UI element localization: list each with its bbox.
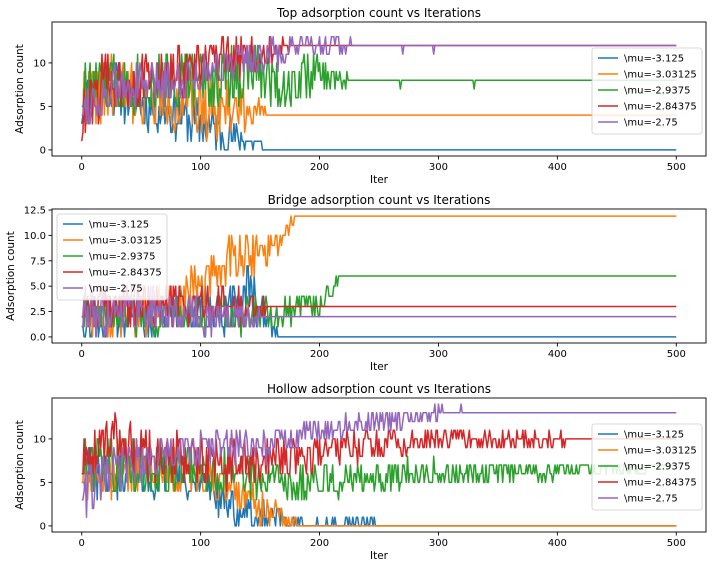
- axes-frame: [51, 21, 707, 157]
- x-tick-label: 500: [667, 538, 686, 549]
- legend-entry: \mu=-2.84375: [89, 268, 162, 279]
- series-line-3: [81, 275, 677, 338]
- legend: \mu=-3.125 \mu=-3.03125 \mu=-2.9375 \mu=-2.…: [56, 213, 168, 301]
- series-group: [81, 403, 677, 527]
- y-tick-label: 10: [33, 58, 46, 69]
- series-line-5: [81, 285, 677, 338]
- chart-panel-3: 0 100 200 300 400 500 0 5 10 Hollow adsorption co…: [14, 382, 707, 562]
- legend-entry: \mu=-3.03125: [624, 70, 697, 81]
- x-axis-label: Iter: [370, 361, 389, 373]
- chart-title: Bridge adsorption count vs Iterations: [268, 193, 491, 207]
- series-line-5: [81, 403, 677, 518]
- y-axis-label: Adsorption count: [14, 44, 26, 134]
- y-axis-label: Adsorption count: [5, 231, 17, 321]
- legend-entry: \mu=-3.125: [624, 430, 684, 441]
- series-line-2: [81, 53, 677, 142]
- chart-title: Top adsorption count vs Iterations: [276, 6, 481, 20]
- x-tick-label: 500: [667, 162, 686, 173]
- y-tick-label: 12.5: [24, 206, 46, 217]
- x-tick-label: 0: [79, 349, 85, 360]
- y-tick-label: 5: [40, 478, 46, 489]
- legend-entry: \mu=-2.75: [624, 118, 678, 129]
- legend: \mu=-3.125 \mu=-3.03125 \mu=-2.9375 \mu=-2.…: [591, 47, 703, 135]
- legend-entry: \mu=-2.84375: [624, 478, 697, 489]
- series-group: [80, 36, 677, 151]
- x-tick-label: 100: [191, 349, 210, 360]
- legend-entry: \mu=-3.03125: [89, 236, 162, 247]
- x-tick-label: 100: [191, 538, 210, 549]
- legend-entry: \mu=-2.9375: [624, 86, 690, 97]
- legend-entry: \mu=-2.75: [624, 494, 678, 505]
- y-axis-label: Adsorption count: [14, 420, 26, 510]
- series-line-4: [81, 285, 677, 328]
- series-group: [81, 215, 677, 338]
- x-tick-label: 300: [429, 349, 448, 360]
- x-tick-label: 0: [79, 538, 85, 549]
- y-tick-label: 0: [40, 145, 46, 156]
- legend-entry: \mu=-2.75: [89, 284, 143, 295]
- y-tick-label: 5: [40, 102, 46, 113]
- y-tick-label: 10.0: [24, 231, 46, 242]
- x-tick-label: 100: [191, 162, 210, 173]
- legend: \mu=-3.125 \mu=-3.03125 \mu=-2.9375 \mu=-2.…: [591, 423, 703, 511]
- legend-entry: \mu=-3.03125: [624, 446, 697, 457]
- x-tick-label: 300: [429, 538, 448, 549]
- x-axis-label: Iter: [370, 550, 389, 562]
- axes-frame: [51, 397, 707, 533]
- y-tick-label: 7.5: [30, 256, 46, 267]
- y-tick-label: 0.0: [30, 332, 46, 343]
- x-tick-label: 200: [310, 538, 329, 549]
- series-line-5: [81, 36, 677, 125]
- legend-box: [591, 423, 703, 511]
- y-tick-label: 0: [40, 521, 46, 532]
- legend-entry: \mu=-3.125: [624, 54, 684, 65]
- series-line-2: [81, 215, 677, 338]
- x-tick-label: 300: [429, 162, 448, 173]
- x-axis-label: Iter: [370, 174, 389, 186]
- legend-entry: \mu=-2.9375: [624, 462, 690, 473]
- legend-entry: \mu=-3.125: [89, 220, 149, 231]
- x-tick-label: 0: [79, 162, 85, 173]
- y-tick-label: 5.0: [30, 282, 46, 293]
- y-tick-label: 2.5: [30, 307, 46, 318]
- legend-entry: \mu=-2.84375: [624, 102, 697, 113]
- series-line-4: [81, 412, 677, 492]
- x-tick-label: 400: [548, 349, 567, 360]
- legend-box: [591, 47, 703, 135]
- series-line-1: [80, 62, 677, 151]
- x-tick-label: 200: [310, 349, 329, 360]
- x-tick-label: 400: [548, 538, 567, 549]
- chart-panel-2: 0 100 200 300 400 500 0.0 2.5 5.0 7.5 10.0 12.5 Brid…: [5, 193, 707, 373]
- x-tick-label: 500: [667, 349, 686, 360]
- y-tick-label: 10: [33, 434, 46, 445]
- chart-panel-1: 0 100 200 300 400 500 0 5 10 Top adsorption count…: [14, 6, 707, 186]
- axes-frame: [51, 208, 707, 344]
- x-tick-label: 200: [310, 162, 329, 173]
- x-tick-label: 400: [548, 162, 567, 173]
- legend-box: [56, 213, 168, 301]
- legend-entry: \mu=-2.9375: [89, 252, 155, 263]
- chart-title: Hollow adsorption count vs Iterations: [267, 382, 491, 396]
